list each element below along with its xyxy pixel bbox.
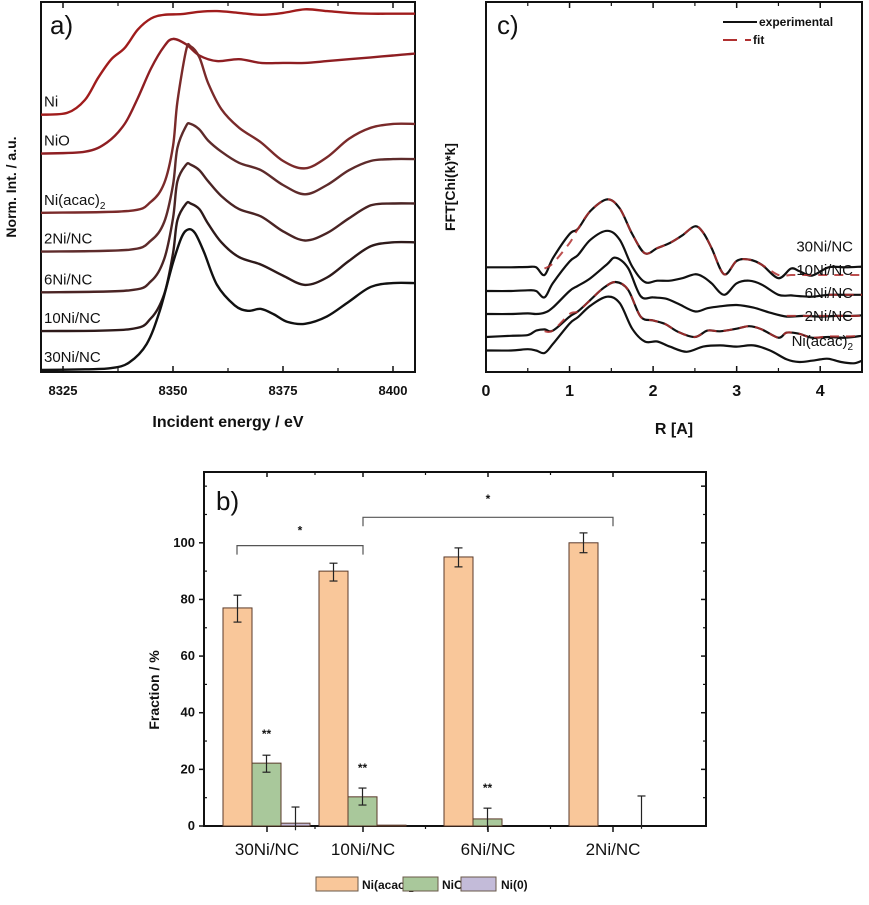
xanes-curve-label-10ni-nc: 10Ni/NC: [44, 310, 101, 327]
xanes-curve-label-6ni-nc: 6Ni/NC: [44, 271, 93, 288]
xanes-curve-label-30ni-nc: 30Ni/NC: [44, 349, 101, 366]
significance-bracket: [236, 545, 364, 555]
subscript: 2: [847, 342, 853, 353]
y-tick-label-100: 100: [173, 535, 195, 550]
x-tick-label-2: 2: [649, 383, 658, 400]
panel-c-exafs: c) 30Ni/NC 10Ni/NC 6Ni/NC 2Ni/NC Ni(acac)2 0…: [442, 1, 863, 438]
panel-c-legend: experimental fit: [723, 15, 833, 47]
exafs-curve-label-2ni-nc: 2Ni/NC: [805, 308, 854, 325]
x-tick-label-8325: 8325: [49, 383, 78, 398]
significance-marker: **: [358, 761, 368, 775]
bar-2ni-nc-ni-acac: [568, 542, 599, 827]
exafs-curve-label-6ni-nc: 6Ni/NC: [805, 285, 854, 302]
legend-swatch-ni-acac: [315, 876, 359, 892]
category-label-2ni-nc: 2Ni/NC: [586, 840, 641, 859]
bar-10ni-nc-nio: [347, 796, 378, 827]
xanes-curve-2ni-nc: [41, 121, 415, 253]
x-tick-label-1: 1: [565, 383, 574, 400]
exafs-fit-30ni-nc: [543, 198, 862, 277]
xanes-curve-nio: [41, 37, 415, 155]
x-tick-label-0: 0: [482, 383, 491, 400]
legend-label-ni-0: Ni(0): [501, 878, 528, 892]
exafs-curve-label-10ni-nc: 10Ni/NC: [796, 262, 853, 279]
category-label-10ni-nc: 10Ni/NC: [331, 840, 395, 859]
x-tick-label-8375: 8375: [269, 383, 298, 398]
xanes-curve-label-ni: Ni: [44, 94, 58, 111]
exafs-experimental-ni-acac-2: [486, 295, 862, 365]
x-tick-label-8400: 8400: [379, 383, 408, 398]
bar-30ni-nc-ni-acac: [222, 607, 253, 827]
panel-a-x-axis-title: Incident energy / eV: [152, 414, 303, 431]
x-tick-label-4: 4: [816, 383, 825, 400]
significance-marker: *: [486, 492, 491, 506]
significance-marker: *: [298, 523, 303, 537]
xanes-curve-label-ni-acac: Ni(acac)2: [44, 192, 106, 212]
panel-a-y-axis-title: Norm. Int. / a.u.: [3, 136, 19, 237]
panel-b-label: b): [216, 486, 239, 516]
bar-10ni-nc-ni-0: [376, 824, 407, 827]
panel-a-label: a): [50, 10, 73, 40]
category-label-30ni-nc: 30Ni/NC: [235, 840, 299, 859]
x-tick-label-3: 3: [732, 383, 741, 400]
panel-a-xanes: a) Ni NiO Ni(acac)2 2Ni/NC 6Ni/NC 10Ni/NC 30Ni…: [3, 1, 416, 431]
panel-c-frame: [485, 1, 863, 373]
y-tick-label-40: 40: [181, 705, 195, 720]
y-tick-label-20: 20: [181, 761, 195, 776]
legend-label-experimental: experimental: [759, 15, 833, 29]
xanes-curve-6ni-nc: [41, 161, 415, 294]
bar-30ni-nc-nio: [251, 762, 282, 827]
category-label-6ni-nc: 6Ni/NC: [461, 840, 516, 859]
y-tick-label-80: 80: [181, 591, 195, 606]
panel-c-label: c): [497, 10, 519, 40]
subscript: 2: [100, 201, 106, 212]
exafs-curve-label-ni-acac: Ni(acac)2: [792, 333, 854, 353]
significance-marker: **: [262, 727, 272, 741]
x-tick-label-8350: 8350: [159, 383, 188, 398]
legend-swatch-nio: [402, 876, 439, 892]
xanes-curve-ni: [41, 8, 415, 116]
xanes-curve-ni-acac-2: [41, 42, 415, 214]
xanes-curve-label-nio: NiO: [44, 133, 70, 150]
xanes-curve-30ni-nc: [41, 228, 415, 372]
panel-b-legend: Ni(acac)2NiONi(0): [315, 876, 528, 894]
legend-swatch-ni-0: [460, 876, 497, 892]
bar-6ni-nc-ni-acac: [443, 556, 474, 827]
legend-label-nio: NiO: [442, 878, 463, 892]
significance-marker: **: [483, 781, 493, 795]
bar-10ni-nc-ni-acac: [318, 570, 349, 827]
panel-b-y-axis-title: Fraction / %: [146, 650, 162, 730]
y-tick-label-60: 60: [181, 648, 195, 663]
xanes-curve-label-2ni-nc: 2Ni/NC: [44, 231, 93, 248]
panel-c-y-axis-title: FFT[Chi(k)*k]: [442, 143, 458, 231]
panel-b-fractions: b) 0 20 40 60 80 100 30Ni/NC 10Ni/NC 6Ni/NC 2Ni/N…: [146, 471, 707, 894]
y-tick-label-0: 0: [188, 818, 195, 833]
exafs-curve-label-30ni-nc: 30Ni/NC: [796, 238, 853, 255]
exafs-experimental-10ni-nc: [486, 229, 862, 299]
significance-bracket: [362, 516, 614, 527]
legend-label-fit: fit: [753, 33, 764, 47]
panel-c-x-axis-title: R [A]: [655, 421, 693, 438]
exafs-fit-2ni-nc: [544, 281, 862, 339]
